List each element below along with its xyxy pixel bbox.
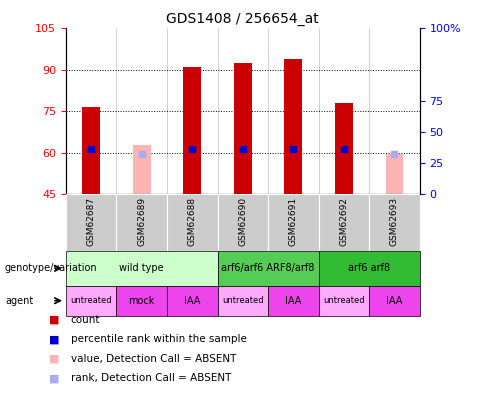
Bar (66, 251, 218, 286)
Bar (218, 286, 268, 316)
Bar (285, 59, 302, 194)
Bar (319, 194, 369, 251)
Bar (183, 67, 201, 194)
Text: value, Detection Call = ABSENT: value, Detection Call = ABSENT (71, 354, 236, 364)
Text: IAA: IAA (184, 296, 201, 306)
Text: percentile rank within the sample: percentile rank within the sample (71, 335, 246, 344)
Text: GSM62693: GSM62693 (390, 197, 399, 246)
Bar (117, 194, 167, 251)
Text: mock: mock (128, 296, 155, 306)
Text: ■: ■ (49, 315, 60, 325)
Bar (66, 194, 117, 251)
Text: untreated: untreated (70, 296, 112, 305)
Text: count: count (71, 315, 100, 325)
Text: wild type: wild type (120, 263, 164, 273)
Bar (369, 286, 420, 316)
Bar (218, 194, 268, 251)
Text: genotype/variation: genotype/variation (5, 263, 98, 273)
Bar (268, 286, 319, 316)
Bar (167, 286, 218, 316)
Text: arf6 arf8: arf6 arf8 (348, 263, 390, 273)
Bar (386, 154, 403, 194)
Text: arf6/arf6 ARF8/arf8: arf6/arf6 ARF8/arf8 (222, 263, 315, 273)
Text: untreated: untreated (323, 296, 365, 305)
Text: agent: agent (5, 296, 33, 306)
Text: GSM62691: GSM62691 (289, 197, 298, 246)
Text: GSM62689: GSM62689 (137, 197, 146, 246)
Text: IAA: IAA (285, 296, 302, 306)
Text: rank, Detection Call = ABSENT: rank, Detection Call = ABSENT (71, 373, 231, 383)
Text: GSM62692: GSM62692 (339, 197, 348, 246)
Bar (66, 286, 117, 316)
Bar (268, 194, 319, 251)
Bar (167, 194, 218, 251)
Bar (369, 194, 420, 251)
Bar (319, 286, 369, 316)
Text: GSM62687: GSM62687 (87, 197, 96, 246)
Bar (117, 286, 167, 316)
Text: GSM62690: GSM62690 (238, 197, 247, 246)
Text: ■: ■ (49, 335, 60, 344)
Text: ■: ■ (49, 373, 60, 383)
Text: IAA: IAA (386, 296, 403, 306)
Bar (319, 251, 420, 286)
Bar (335, 103, 353, 194)
Text: untreated: untreated (222, 296, 264, 305)
Bar (234, 63, 252, 194)
Text: GSM62688: GSM62688 (188, 197, 197, 246)
Text: ■: ■ (49, 354, 60, 364)
Bar (82, 107, 100, 194)
Bar (133, 145, 150, 194)
Title: GDS1408 / 256654_at: GDS1408 / 256654_at (166, 12, 319, 26)
Bar (218, 251, 319, 286)
